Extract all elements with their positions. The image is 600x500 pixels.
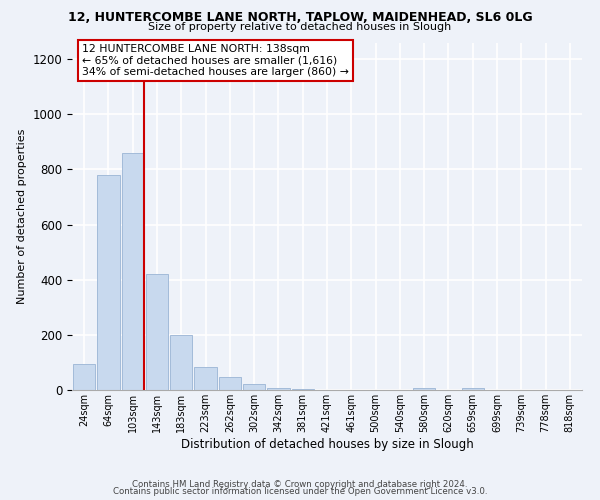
- Bar: [243, 384, 265, 390]
- Bar: [146, 274, 168, 390]
- Bar: [292, 389, 314, 390]
- Bar: [461, 388, 484, 390]
- Text: Contains HM Land Registry data © Crown copyright and database right 2024.: Contains HM Land Registry data © Crown c…: [132, 480, 468, 489]
- Y-axis label: Number of detached properties: Number of detached properties: [17, 128, 27, 304]
- Bar: [73, 364, 95, 390]
- Text: Size of property relative to detached houses in Slough: Size of property relative to detached ho…: [148, 22, 452, 32]
- Text: 12 HUNTERCOMBE LANE NORTH: 138sqm
← 65% of detached houses are smaller (1,616)
3: 12 HUNTERCOMBE LANE NORTH: 138sqm ← 65% …: [82, 44, 349, 78]
- Text: Contains public sector information licensed under the Open Government Licence v3: Contains public sector information licen…: [113, 487, 487, 496]
- Bar: [218, 377, 241, 390]
- Bar: [97, 175, 119, 390]
- Bar: [413, 388, 436, 390]
- Bar: [122, 153, 144, 390]
- X-axis label: Distribution of detached houses by size in Slough: Distribution of detached houses by size …: [181, 438, 473, 450]
- Bar: [170, 335, 193, 390]
- Bar: [194, 366, 217, 390]
- Text: 12, HUNTERCOMBE LANE NORTH, TAPLOW, MAIDENHEAD, SL6 0LG: 12, HUNTERCOMBE LANE NORTH, TAPLOW, MAID…: [68, 11, 532, 24]
- Bar: [267, 388, 290, 390]
